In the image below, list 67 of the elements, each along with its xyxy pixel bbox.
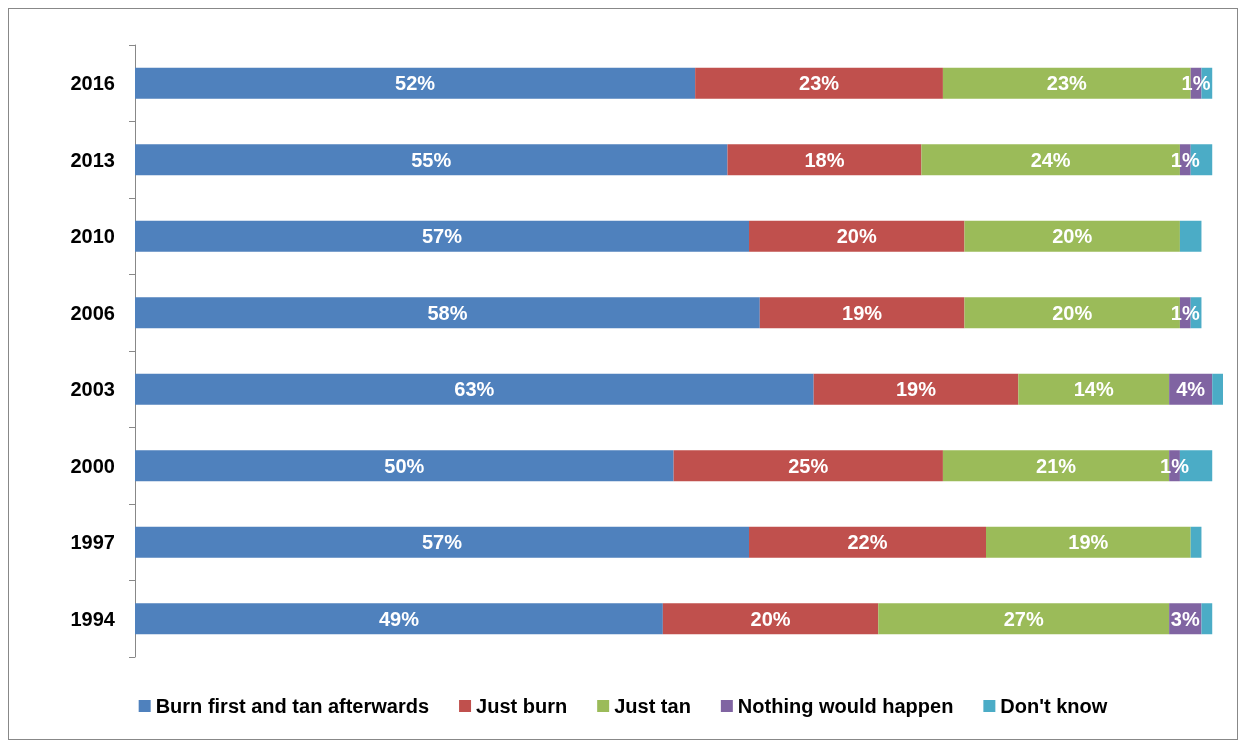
- data-label: 1%: [1160, 454, 1190, 477]
- bar: [749, 526, 987, 558]
- legend-label: Nothing would happen: [737, 695, 954, 717]
- bar: [695, 67, 943, 99]
- bar: [986, 526, 1191, 558]
- data-label: 57%: [421, 531, 463, 554]
- data-label: 27%: [1003, 607, 1044, 630]
- data-label: 19%: [1068, 531, 1109, 554]
- y-tick-label: 2000: [70, 454, 115, 477]
- bar: [135, 144, 728, 176]
- y-tick-label: 2016: [70, 72, 115, 95]
- bar: [749, 220, 965, 252]
- y-tick-label: 2003: [70, 378, 115, 401]
- data-label: 63%: [454, 378, 495, 401]
- data-label: 58%: [427, 301, 468, 324]
- bar: [727, 144, 922, 176]
- data-label: 21%: [1036, 454, 1077, 477]
- bar: [135, 450, 674, 482]
- data-label: 20%: [1052, 301, 1093, 324]
- bar: [135, 603, 663, 635]
- data-label: 4%: [1176, 378, 1206, 401]
- legend-label: Just burn: [476, 695, 568, 717]
- bar: [135, 67, 696, 99]
- bar: [135, 526, 750, 558]
- data-label: 52%: [395, 72, 436, 95]
- data-label: 22%: [847, 531, 888, 554]
- legend-label: Don't know: [1000, 695, 1108, 717]
- legend-label: Burn first and tan afterwards: [155, 695, 430, 717]
- data-label: 20%: [1052, 225, 1093, 248]
- data-label: 23%: [799, 72, 840, 95]
- data-label: 57%: [421, 225, 463, 248]
- data-label: 3%: [1170, 607, 1200, 630]
- y-tick-label: 2006: [70, 301, 115, 324]
- data-label: 20%: [750, 607, 791, 630]
- data-label: 1%: [1181, 72, 1211, 95]
- data-label: 14%: [1073, 378, 1114, 401]
- y-tick-label: 1994: [70, 607, 116, 630]
- bar: [878, 603, 1170, 635]
- bar: [1212, 373, 1223, 405]
- data-label: 1%: [1170, 148, 1200, 171]
- bar: [759, 297, 965, 329]
- data-label: 18%: [804, 148, 845, 171]
- data-label: 23%: [1046, 72, 1088, 95]
- data-label: 25%: [788, 454, 829, 477]
- bar: [1190, 526, 1202, 558]
- bar: [1201, 603, 1213, 635]
- bar: [964, 220, 1180, 252]
- y-tick-label: 1997: [70, 531, 115, 554]
- bar: [135, 220, 750, 252]
- bar: [135, 297, 760, 329]
- bar: [813, 373, 1019, 405]
- bar: [673, 450, 943, 482]
- data-label: 1%: [1170, 301, 1200, 324]
- data-label: 49%: [378, 607, 420, 630]
- data-label: 19%: [842, 301, 883, 324]
- bar: [135, 373, 814, 405]
- data-label: 20%: [836, 225, 877, 248]
- legend-label: Just tan: [614, 695, 691, 717]
- data-label: 24%: [1030, 148, 1071, 171]
- data-label: 55%: [411, 148, 452, 171]
- y-tick-label: 2013: [70, 148, 115, 171]
- y-tick-label: 2010: [70, 225, 115, 248]
- data-label: 19%: [895, 378, 937, 401]
- bar: [1018, 373, 1170, 405]
- bar: [1179, 220, 1202, 252]
- data-label: 50%: [384, 454, 425, 477]
- bar: [662, 603, 879, 635]
